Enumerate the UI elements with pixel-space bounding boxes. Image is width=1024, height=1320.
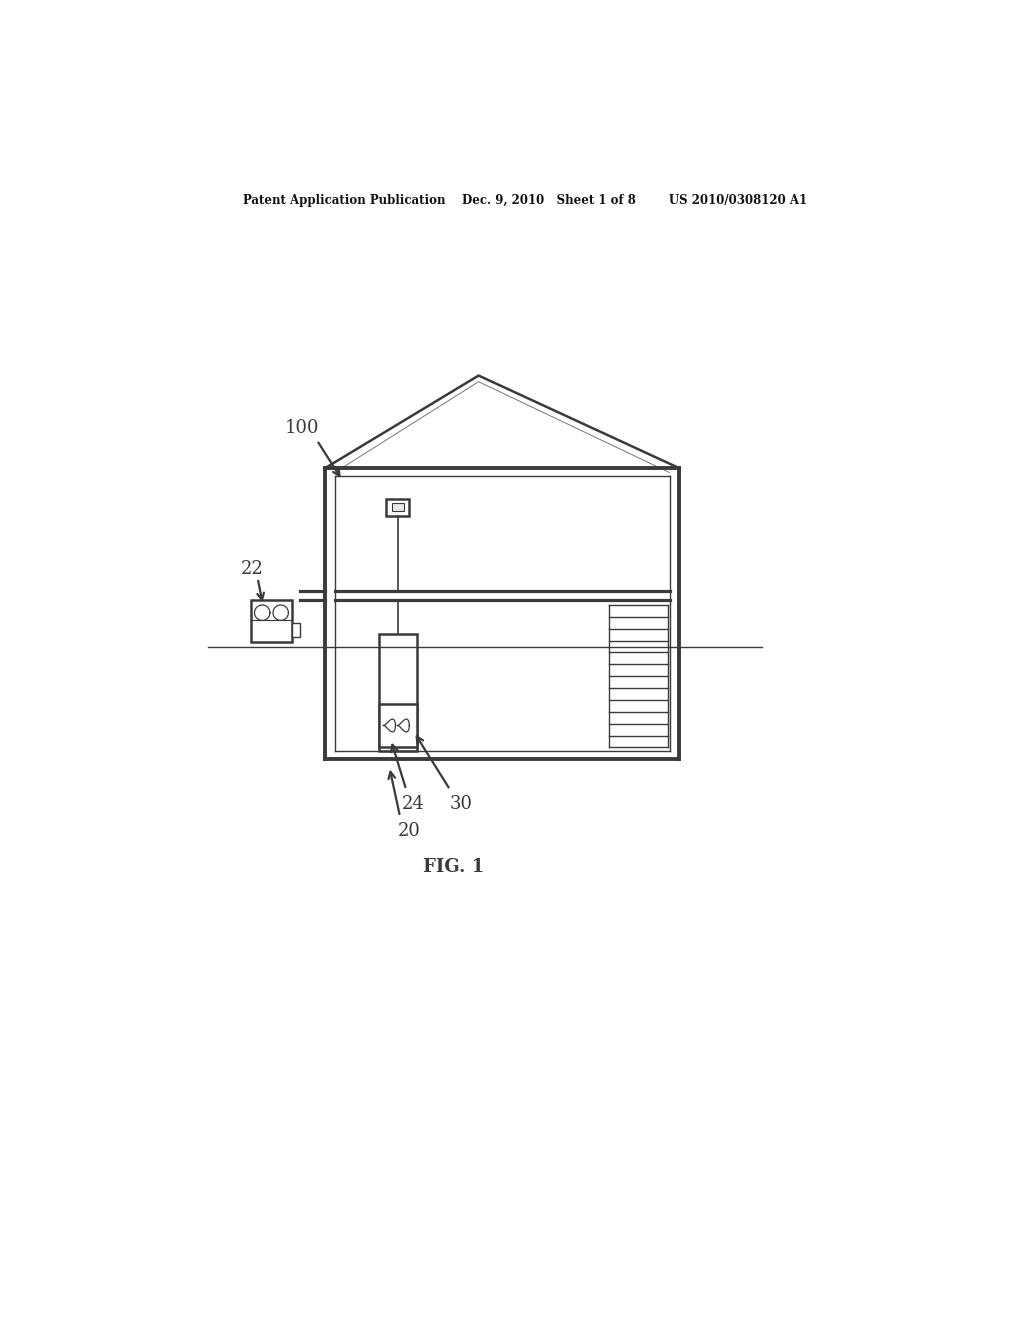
Bar (391, 503, 403, 511)
Text: 22: 22 (241, 560, 263, 578)
Bar (386, 499, 410, 516)
Text: Patent Application Publication    Dec. 9, 2010   Sheet 1 of 8        US 2010/030: Patent Application Publication Dec. 9, 2… (243, 194, 807, 207)
Text: 24: 24 (401, 795, 424, 813)
Bar (251, 599, 292, 642)
Text: FIG. 1: FIG. 1 (423, 858, 484, 875)
Bar (379, 635, 417, 751)
Bar (379, 704, 417, 747)
Text: 100: 100 (285, 418, 319, 437)
Text: 30: 30 (451, 795, 473, 813)
Bar (292, 623, 300, 636)
Text: 20: 20 (397, 821, 421, 840)
